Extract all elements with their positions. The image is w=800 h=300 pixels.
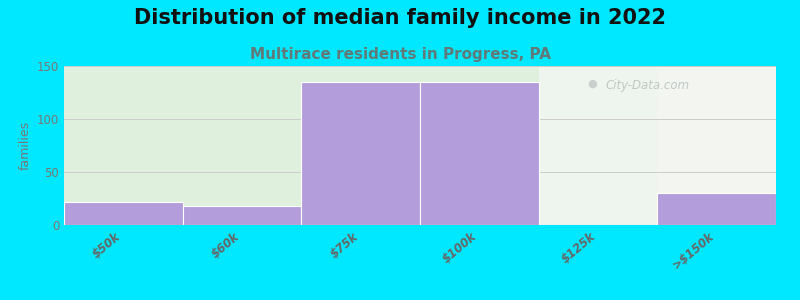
Text: Distribution of median family income in 2022: Distribution of median family income in … bbox=[134, 8, 666, 28]
Bar bbox=[182, 206, 302, 225]
Bar bbox=[182, 66, 302, 225]
Bar bbox=[64, 66, 182, 225]
Text: Multirace residents in Progress, PA: Multirace residents in Progress, PA bbox=[250, 46, 550, 62]
Bar bbox=[302, 82, 420, 225]
Bar bbox=[658, 193, 776, 225]
Bar bbox=[64, 202, 182, 225]
Text: ●: ● bbox=[587, 79, 597, 89]
Bar bbox=[420, 66, 538, 225]
Bar bbox=[538, 66, 658, 225]
Bar bbox=[420, 82, 538, 225]
Bar bbox=[302, 66, 420, 225]
Text: City-Data.com: City-Data.com bbox=[605, 79, 690, 92]
Y-axis label: families: families bbox=[18, 121, 31, 170]
Bar bbox=[658, 66, 776, 225]
